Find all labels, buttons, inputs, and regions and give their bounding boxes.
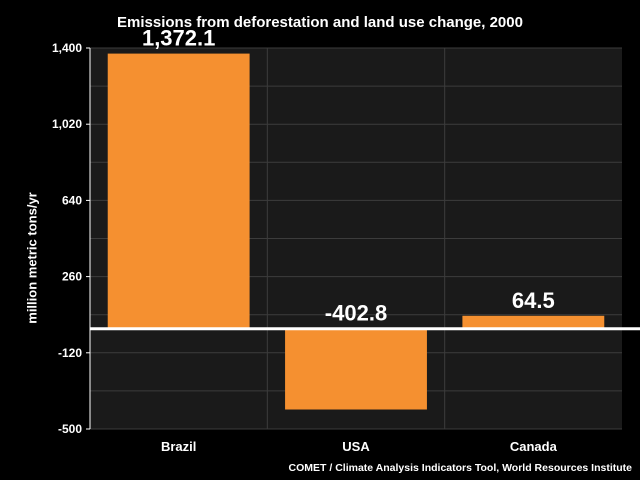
data-label: 1,372.1 [142,26,215,51]
x-tick-label: Canada [510,439,558,454]
data-label: 64.5 [512,288,555,313]
x-tick-label: Brazil [161,439,196,454]
bar-canada [462,315,605,329]
source-credit: COMET / Climate Analysis Indicators Tool… [288,462,632,474]
data-label: -402.8 [325,301,387,326]
y-tick-label: 1,020 [52,117,82,131]
bar-usa [285,328,427,410]
bar-brazil [107,53,250,329]
y-tick-label: 260 [62,270,82,284]
x-tick-label: USA [342,439,370,454]
y-tick-label: -500 [58,422,82,436]
chart-title: Emissions from deforestation and land us… [117,14,523,31]
y-tick-label: -120 [58,346,82,360]
y-tick-label: 1,400 [52,41,82,55]
y-tick-label: 640 [62,193,82,207]
